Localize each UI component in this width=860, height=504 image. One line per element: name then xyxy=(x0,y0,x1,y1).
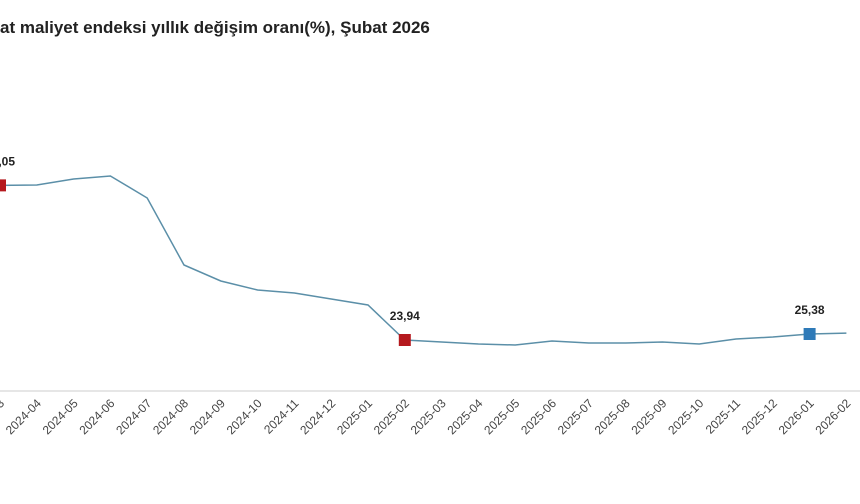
x-tick-label: 2025-08 xyxy=(592,396,633,437)
chart-title: at maliyet endeksi yıllık değişim oranı(… xyxy=(0,18,430,37)
x-tick-label: 2026-01 xyxy=(776,396,817,437)
x-tick-label: 2024-11 xyxy=(261,396,302,437)
x-tick-label: 2024-12 xyxy=(297,396,338,437)
x-tick-label: 2025-12 xyxy=(739,396,780,437)
x-tick-label: 2025-06 xyxy=(518,396,559,437)
x-tick-label: 2024-08 xyxy=(150,396,191,437)
x-tick-label: 2025-03 xyxy=(408,396,449,437)
series-line xyxy=(0,175,847,346)
data-point-marker xyxy=(803,328,816,340)
x-tick-label: 2025-10 xyxy=(665,396,706,437)
x-tick-label: 2025-01 xyxy=(334,396,375,437)
x-tick-label: 2025-02 xyxy=(371,396,412,437)
data-point-marker xyxy=(0,179,6,192)
x-tick-label: 2024-09 xyxy=(187,396,228,437)
x-tick-label: 2024-06 xyxy=(76,396,117,437)
x-tick-label: 2024-07 xyxy=(113,396,154,437)
data-label: 25,38 xyxy=(795,303,825,317)
x-tick-label: 2024-10 xyxy=(224,396,265,437)
x-tick-label: 2024-04 xyxy=(3,396,44,437)
data-label: 23,94 xyxy=(390,309,420,323)
x-tick-label: 2024-05 xyxy=(40,396,81,437)
data-point-marker xyxy=(398,334,411,346)
x-tick-label: 2025-07 xyxy=(555,396,596,437)
x-tick-label: 2025-11 xyxy=(703,396,744,437)
x-tick-label: 2025-09 xyxy=(628,396,669,437)
data-label: 61,05 xyxy=(0,154,15,168)
x-tick-label: 2025-04 xyxy=(444,396,485,437)
x-tick-label: 2025-05 xyxy=(481,396,522,437)
x-tick-label: 2026-02 xyxy=(812,396,853,437)
